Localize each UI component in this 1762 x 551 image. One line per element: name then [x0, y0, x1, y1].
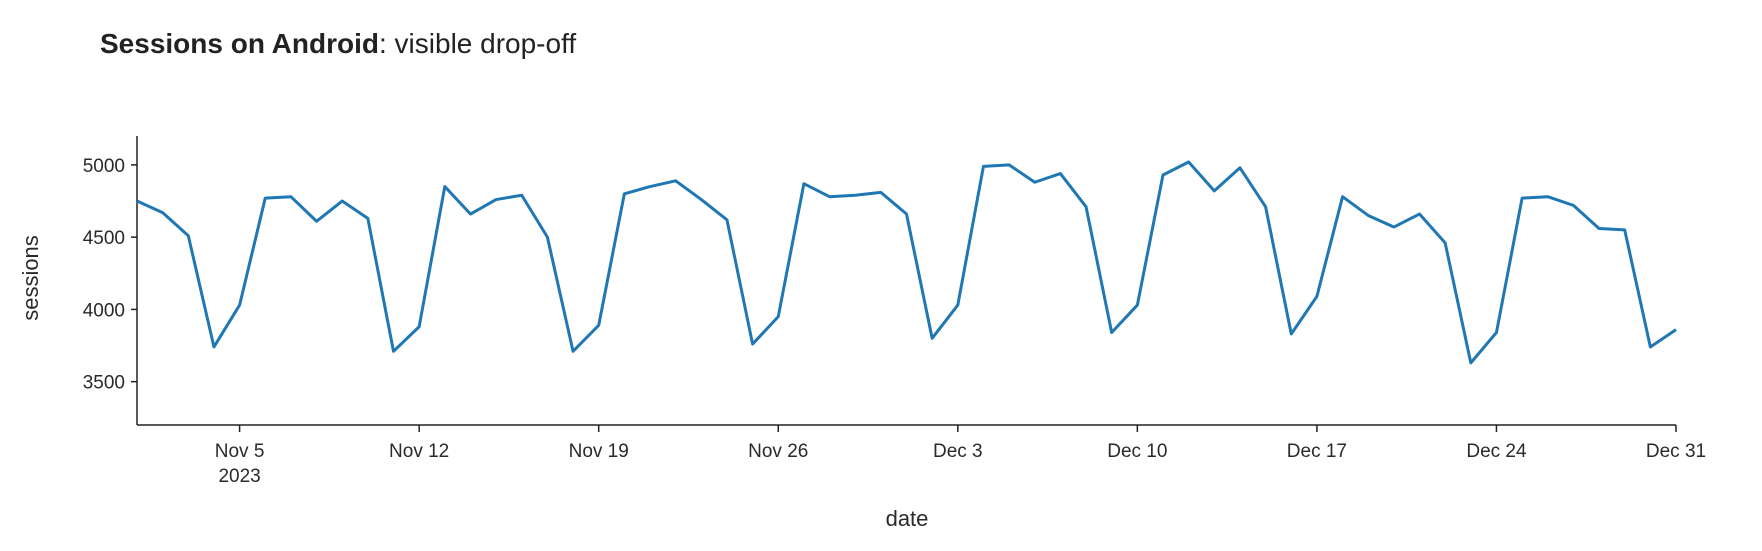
y-tick-label: 4000 [83, 300, 125, 321]
x-tick-label: Dec 17 [1287, 441, 1347, 462]
x-tick-label: Nov 12 [389, 441, 449, 462]
x-ticks: Nov 5 2023 Nov 12 Nov 19 Nov 26 Dec 3 Dec 10 De… [215, 425, 1706, 487]
y-tick-label: 3500 [83, 373, 125, 394]
chart-title-rest: : visible drop-off [379, 28, 577, 59]
x-tick-label: Nov 26 [748, 441, 808, 462]
series-line [136, 160, 1677, 365]
x-axis-label: date [886, 506, 929, 531]
y-ticks: 3500 4000 4500 5000 [83, 156, 137, 394]
x-tick-label: Dec 24 [1466, 441, 1527, 462]
chart-title: Sessions on Android: visible drop-off [100, 28, 576, 60]
x-tick-label: Dec 3 [933, 441, 983, 462]
x-tick-label: Nov 19 [569, 441, 629, 462]
x-tick-label: Nov 5 [215, 441, 265, 462]
y-axis-label: sessions [18, 235, 43, 321]
chart-title-bold: Sessions on Android [100, 28, 379, 59]
x-tick-label: Dec 31 [1646, 441, 1706, 462]
axes [136, 136, 1676, 426]
y-tick-label: 5000 [83, 156, 125, 177]
x-tick-label: Dec 10 [1107, 441, 1167, 462]
y-tick-label: 4500 [83, 228, 125, 249]
x-tick-sublabel: 2023 [218, 466, 260, 487]
series-group [136, 160, 1677, 365]
